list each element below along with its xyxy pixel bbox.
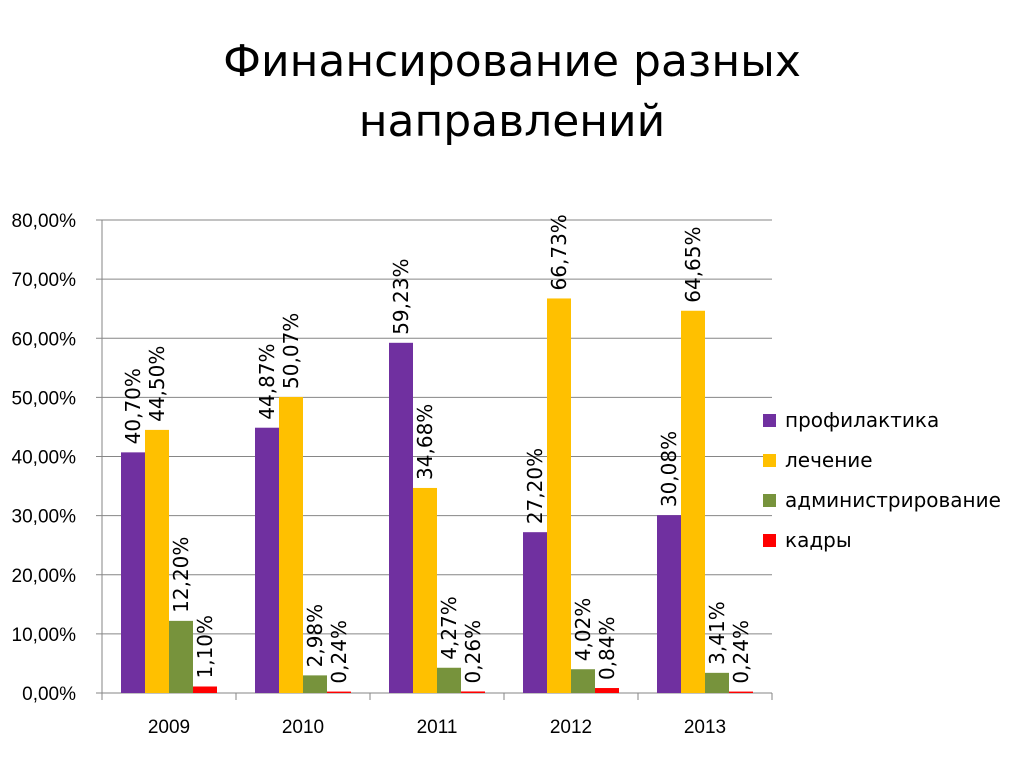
legend-item: профилактика [763,400,1001,440]
chart-title-line2: направлений [358,96,666,147]
bar [145,429,169,693]
bar [523,532,547,693]
bar [571,669,595,693]
bar [121,452,145,693]
data-label: 40,70% [121,368,145,444]
bar [413,487,437,693]
chart-legend: профилактика лечение администрирование кадр… [763,400,1001,560]
x-tick-label: 2010 [282,717,324,738]
y-tick-label: 0,00% [22,684,76,705]
chart-title: Финансирование разных направлений [0,32,1024,152]
x-tick-label: 2012 [550,717,592,738]
data-label: 30,08% [657,431,681,507]
data-label: 4,02% [571,598,595,662]
bar [169,620,193,693]
bar [327,691,351,693]
bar [657,515,681,693]
data-label: 1,10% [193,615,217,679]
y-tick-label: 40,00% [12,448,77,469]
x-tick-label: 2013 [684,717,726,738]
legend-swatch [763,413,776,427]
bar [437,667,461,693]
x-tick-label: 2011 [417,717,458,738]
legend-swatch [763,453,776,467]
data-label: 4,27% [437,596,461,660]
y-tick-label: 20,00% [12,566,77,587]
data-label: 0,24% [327,620,351,684]
y-tick-label: 10,00% [12,625,77,646]
bar [255,427,279,693]
legend-label: администрирование [785,488,1001,512]
y-tick-label: 50,00% [12,388,77,409]
data-label: 3,41% [705,601,729,665]
bar [729,691,753,693]
data-label: 66,73% [547,214,571,290]
data-label: 2,98% [303,604,327,668]
legend-label: лечение [785,448,873,472]
bar [705,672,729,693]
data-label: 64,65% [681,226,705,302]
data-label: 0,26% [461,620,485,684]
data-label: 12,20% [169,537,193,613]
bar [547,298,571,693]
legend-swatch [763,533,776,547]
legend-item: кадры [763,520,1001,560]
data-label: 27,20% [523,448,547,524]
data-label: 50,07% [279,313,303,389]
bar [681,310,705,693]
bar [303,675,327,693]
chart-title-line1: Финансирование разных [223,36,801,87]
legend-label: кадры [785,528,852,552]
bar [461,691,485,693]
x-tick-label: 2009 [148,717,190,738]
bar [389,342,413,693]
data-label: 59,23% [389,259,413,335]
y-tick-label: 30,00% [12,507,77,528]
bar [193,686,217,693]
y-tick-label: 60,00% [12,329,77,350]
bar [279,396,303,693]
data-label: 0,84% [595,616,619,680]
data-label: 34,68% [413,404,437,480]
y-tick-label: 80,00% [12,211,77,232]
legend-label: профилактика [785,408,940,432]
data-label: 44,50% [145,346,169,422]
data-label: 0,24% [729,620,753,684]
data-label: 44,87% [255,343,279,419]
legend-swatch [763,493,776,507]
legend-item: лечение [763,440,1001,480]
bar [595,688,619,693]
legend-item: администрирование [763,480,1001,520]
y-tick-label: 70,00% [12,270,77,291]
